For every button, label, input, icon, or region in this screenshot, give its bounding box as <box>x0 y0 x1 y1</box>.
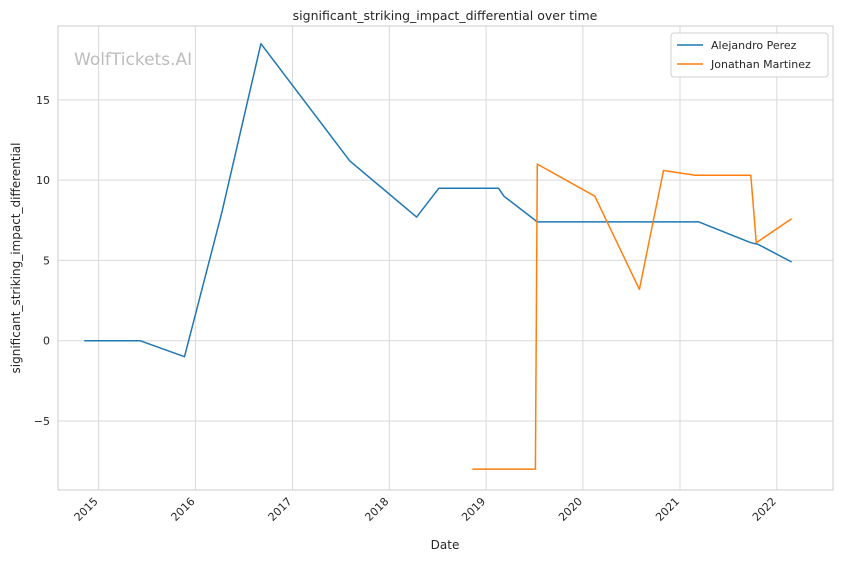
chart-title: significant_striking_impact_differential… <box>293 8 598 23</box>
watermark: WolfTickets.AI <box>74 50 192 70</box>
plot-area <box>58 26 833 490</box>
legend: Alejandro Perez Jonathan Martinez <box>670 32 829 78</box>
plot-frame <box>57 25 834 491</box>
x-tick-label: 2022 <box>750 495 779 524</box>
grid <box>58 26 833 490</box>
x-tick-label: 2016 <box>169 495 198 524</box>
x-ticks: 2015 2016 2017 2018 2019 2020 2021 2022 <box>72 495 779 524</box>
series-line-1 <box>472 163 793 470</box>
series-line-0 <box>84 42 792 358</box>
y-tick-label: −5 <box>34 415 50 428</box>
y-axis-title: significant_striking_impact_differential <box>9 143 23 374</box>
y-tick-label: 15 <box>36 94 50 107</box>
y-tick-label: 10 <box>36 174 50 187</box>
legend-label-jonathan: Jonathan Martinez <box>710 58 811 71</box>
series-lines <box>84 42 793 470</box>
x-tick-label: 2020 <box>556 495 585 524</box>
y-ticks: −5 0 5 10 15 <box>34 94 50 428</box>
x-tick-label: 2019 <box>459 495 488 524</box>
x-tick-label: 2018 <box>362 495 391 524</box>
x-axis-title: Date <box>431 538 460 552</box>
y-tick-label: 0 <box>43 335 50 348</box>
x-tick-label: 2017 <box>266 495 295 524</box>
x-tick-label: 2015 <box>72 495 101 524</box>
y-tick-label: 5 <box>43 254 50 267</box>
legend-box <box>670 32 829 78</box>
legend-label-alejandro: Alejandro Perez <box>711 39 797 52</box>
x-tick-label: 2021 <box>653 495 682 524</box>
